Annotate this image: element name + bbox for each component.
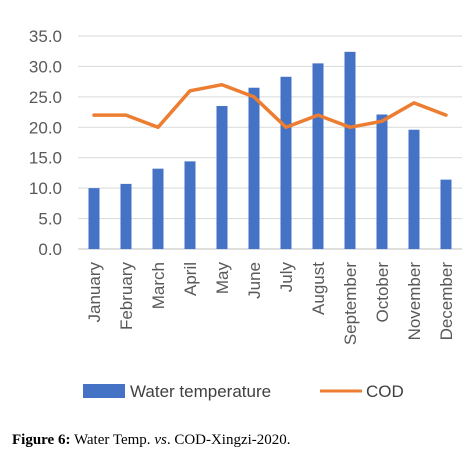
water-temperature-bars (88, 51, 452, 250)
caption-vs: vs (154, 432, 167, 448)
x-tick-label: September (341, 262, 360, 345)
cod-line-series (92, 82, 448, 130)
water-temperature-bar (408, 129, 420, 249)
legend-swatch-water-temperature (83, 384, 125, 398)
caption-text-part1: Water Temp. (70, 432, 155, 448)
water-temperature-bar (152, 168, 164, 249)
legend: Water temperature COD (83, 382, 404, 401)
water-temperature-bar (88, 188, 100, 249)
water-temperature-bar (248, 87, 260, 249)
y-tick-label: 20.0 (29, 118, 62, 137)
cod-line (92, 82, 448, 130)
x-tick-label: December (437, 262, 456, 341)
water-temperature-bar (280, 76, 292, 249)
chart: 0.0 5.0 10.0 15.0 20.0 25.0 30.0 35.0 January Fe… (29, 27, 462, 401)
water-temperature-bar (120, 183, 132, 249)
x-tick-label: July (277, 262, 296, 293)
x-tick-label: February (117, 262, 136, 331)
x-tick-label: April (181, 262, 200, 296)
y-tick-label: 35.0 (29, 27, 62, 46)
y-tick-label: 0.0 (38, 240, 62, 259)
legend-label-water-temperature: Water temperature (130, 382, 271, 401)
water-temperature-bar (344, 51, 356, 249)
water-temperature-bar (376, 114, 388, 250)
legend-label-cod: COD (366, 382, 404, 401)
water-temperature-bar (440, 179, 452, 249)
y-tick-label: 25.0 (29, 88, 62, 107)
x-tick-label: January (85, 262, 104, 323)
x-tick-label: March (149, 262, 168, 309)
figure-caption: Figure 6: Water Temp. vs. COD-Xingzi-202… (12, 432, 291, 449)
caption-figure-number: Figure 6: (12, 432, 71, 448)
caption-text-part2: . COD-Xingzi-2020. (166, 432, 291, 448)
x-tick-label: October (373, 262, 392, 323)
y-tick-label: 10.0 (29, 179, 62, 198)
x-axis-tick-labels: January February March April May June July Augu… (85, 262, 456, 346)
gridlines (78, 35, 462, 250)
water-temperature-bar (216, 105, 228, 249)
y-tick-label: 30.0 (29, 57, 62, 76)
water-temperature-bar (184, 161, 196, 249)
x-tick-label: August (309, 262, 328, 315)
y-tick-label: 5.0 (38, 210, 62, 229)
x-tick-label: June (245, 262, 264, 299)
x-tick-label: May (213, 262, 232, 295)
y-axis-tick-labels: 0.0 5.0 10.0 15.0 20.0 25.0 30.0 35.0 (29, 27, 62, 259)
x-tick-label: November (405, 262, 424, 341)
y-tick-label: 15.0 (29, 149, 62, 168)
water-temperature-bar (312, 63, 324, 250)
